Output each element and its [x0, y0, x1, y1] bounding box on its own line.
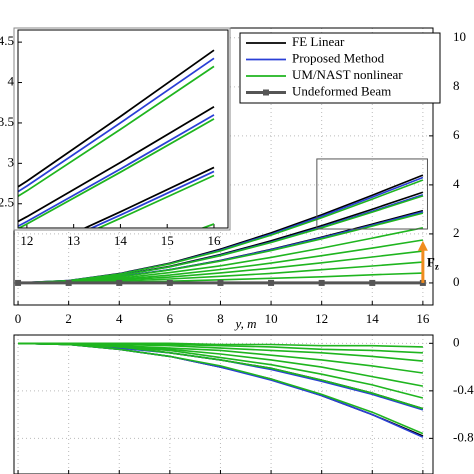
- beam-marker: [117, 403, 123, 409]
- curve: [18, 118, 215, 228]
- beam-marker: [217, 279, 224, 286]
- beam-marker: [65, 279, 72, 286]
- plot-area: [15, 174, 426, 286]
- y-tick-label: -0.8: [453, 429, 474, 444]
- inset-y-tick-label: 3: [8, 154, 15, 169]
- inset-y-tick-label: 2.5: [0, 195, 14, 210]
- x-tick-label: 10: [265, 311, 278, 326]
- y-tick-label: -0.4: [453, 382, 474, 397]
- force-label: Fz: [427, 254, 439, 271]
- x-tick-label: 8: [217, 311, 224, 326]
- curve: [18, 114, 215, 228]
- beam-marker: [116, 279, 123, 286]
- inset-x-tick-label: 12: [20, 233, 33, 248]
- inset-y-tick-label: 4: [8, 74, 15, 89]
- curve: [18, 57, 215, 193]
- y-tick-label: 6: [453, 127, 460, 142]
- inset-y-tick-label: 4.5: [0, 33, 14, 48]
- x-tick-label: 12: [315, 311, 328, 326]
- beam-marker: [369, 279, 376, 286]
- y-tick-label: 2: [453, 225, 460, 240]
- beam-marker: [166, 279, 173, 286]
- x-tick-label: 4: [116, 311, 123, 326]
- legend-label: FE Linear: [292, 34, 345, 49]
- x-tick-label: 0: [15, 311, 22, 326]
- zoom-box: [316, 158, 428, 230]
- x-tick-label: 14: [366, 311, 380, 326]
- beam-marker: [15, 279, 22, 286]
- beam-marker: [211, 403, 217, 409]
- curve: [0, 301, 214, 406]
- x-tick-label: 2: [65, 311, 72, 326]
- legend-label: Proposed Method: [292, 50, 385, 65]
- beam-marker: [24, 403, 30, 409]
- plot-frame: [13, 334, 434, 474]
- beam-marker: [268, 279, 275, 286]
- inset-x-tick-label: 14: [114, 233, 128, 248]
- curve: [18, 106, 215, 223]
- curve: [17, 195, 424, 284]
- y-tick-label: 4: [453, 176, 460, 191]
- curve: [18, 49, 215, 188]
- y-tick-label: 10: [453, 29, 466, 44]
- x-tick-label: 16: [416, 311, 430, 326]
- curve: [17, 342, 424, 435]
- y-tick-label: 0: [453, 274, 460, 289]
- inset-x-tick-label: 15: [161, 233, 174, 248]
- y-tick-label: 0: [453, 334, 460, 349]
- curve: [0, 374, 214, 406]
- curve: [18, 65, 215, 198]
- inset-frame: [17, 29, 229, 229]
- force-label-main: F: [427, 254, 435, 269]
- inset-y-tick-label: 3.5: [0, 114, 14, 129]
- inset-x-tick-label: 13: [67, 233, 80, 248]
- y-tick-label: 8: [453, 78, 460, 93]
- legend-label: UM/NAST nonlinear: [292, 67, 403, 82]
- force-label-sub: z: [435, 261, 439, 271]
- legend-marker: [263, 89, 269, 96]
- curve: [82, 166, 215, 228]
- beam-marker: [318, 279, 325, 286]
- inset-plot: [0, 49, 217, 409]
- curve: [200, 223, 215, 228]
- plot-area: [17, 342, 424, 438]
- x-tick-label: 6: [167, 311, 174, 326]
- force-arrowhead: [417, 240, 428, 251]
- inset-x-tick-label: 16: [207, 233, 221, 248]
- x-axis-label: y, m: [234, 316, 257, 331]
- legend-label: Undeformed Beam: [292, 83, 391, 98]
